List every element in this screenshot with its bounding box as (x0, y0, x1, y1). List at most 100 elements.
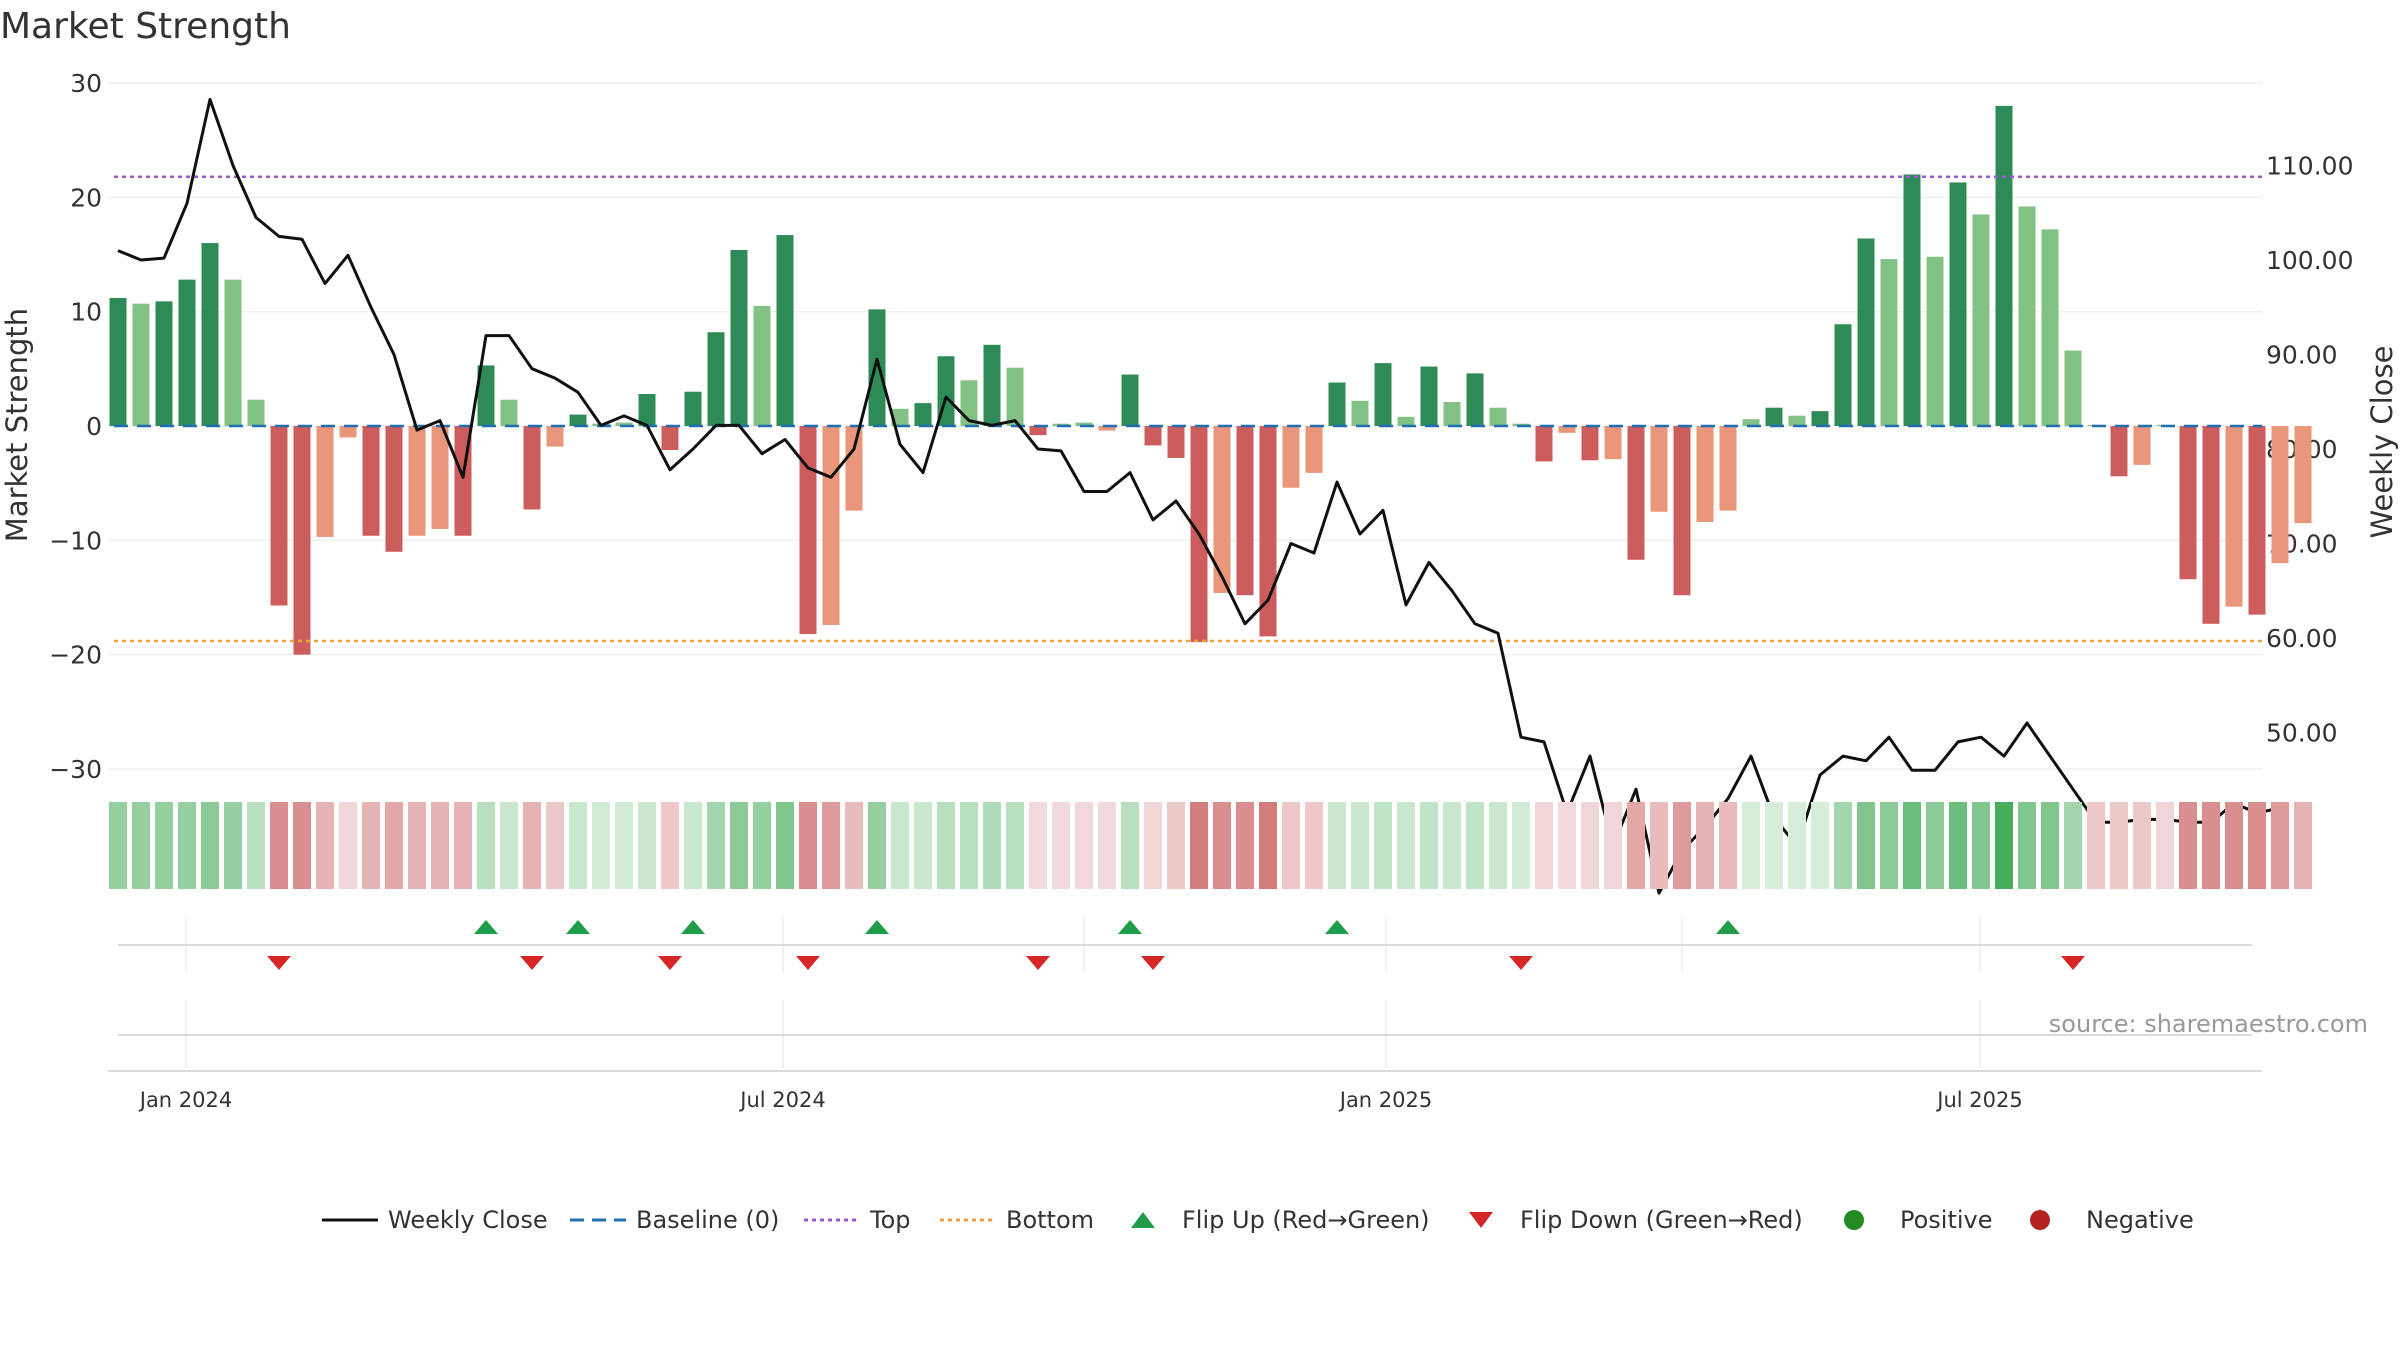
strength-bar (868, 309, 886, 426)
strength-bar (1374, 363, 1392, 426)
flip-up-marker (474, 920, 498, 934)
strength-bar (523, 426, 541, 510)
heat-cell (1696, 802, 1714, 889)
heat-cell (1328, 802, 1346, 889)
heat-cell (2156, 802, 2174, 889)
legend-negative: Negative (2028, 1200, 2194, 1240)
strength-bar (1834, 324, 1852, 426)
strength-bar (316, 426, 334, 537)
strength-bar (569, 414, 587, 426)
heat-cell (155, 802, 173, 889)
y-tick-label: −10 (49, 526, 102, 555)
heat-cell (983, 802, 1001, 889)
strength-bar (224, 279, 242, 426)
strength-bar (1075, 422, 1093, 426)
strength-bar (1880, 259, 1898, 426)
source-label: source: sharemaestro.com (2048, 1010, 2368, 1038)
heat-cell (454, 802, 472, 889)
y-tick-label: 10 (70, 298, 102, 327)
strength-bar (1213, 426, 1231, 593)
strength-bar (247, 399, 265, 426)
legend-label: Bottom (1006, 1206, 1095, 1234)
heat-cell (270, 802, 288, 889)
heat-cell (1972, 802, 1990, 889)
legend-top: Top (804, 1200, 911, 1240)
heat-cell (1765, 802, 1783, 889)
heat-cell (1742, 802, 1760, 889)
heat-cell (132, 802, 150, 889)
heat-cell (546, 802, 564, 889)
strength-bar (2225, 426, 2243, 607)
strength-bar (1328, 382, 1346, 426)
strength-bar (1604, 426, 1622, 460)
flip-up-marker (681, 920, 705, 934)
heat-cell (868, 802, 886, 889)
heat-cell (1673, 802, 1691, 889)
strength-bar (2271, 426, 2289, 564)
strength-bar (1121, 374, 1139, 426)
legend-label: Flip Down (Green→Red) (1520, 1206, 1803, 1234)
strength-bar (776, 235, 794, 426)
heat-cell (1880, 802, 1898, 889)
strength-bar (707, 332, 725, 426)
x-tick-label: Jul 2025 (1935, 1088, 2022, 1112)
heat-cell (1052, 802, 1070, 889)
y2-tick-label: 100.00 (2266, 246, 2353, 275)
flip-up-marker (1716, 920, 1740, 934)
heat-cell (2064, 802, 2082, 889)
heat-cell (914, 802, 932, 889)
heat-cell (1995, 802, 2013, 889)
heat-cell (1213, 802, 1231, 889)
legend-bottom: Bottom (940, 1200, 1094, 1240)
y-tick-label: 20 (70, 183, 102, 212)
heat-cell (1535, 802, 1553, 889)
strength-bar (1259, 426, 1277, 637)
heat-cell (615, 802, 633, 889)
heat-cell (684, 802, 702, 889)
legend-flip-up: Flip Up (Red→Green) (1128, 1200, 1430, 1240)
heat-cell (1420, 802, 1438, 889)
heat-cell (638, 802, 656, 889)
flip-down-marker (2061, 956, 2085, 970)
strength-bar (1903, 174, 1921, 426)
strength-bar (1236, 426, 1254, 596)
strength-bar (2110, 426, 2128, 477)
strength-bar (1144, 426, 1162, 446)
heat-cell (937, 802, 955, 889)
legend-label: Weekly Close (388, 1206, 548, 1234)
flip-up-marker (865, 920, 889, 934)
legend-baseline: Baseline (0) (570, 1200, 779, 1240)
strength-bar (1098, 426, 1116, 431)
heat-cell (776, 802, 794, 889)
strength-bar (1397, 416, 1415, 426)
heat-cell (1121, 802, 1139, 889)
heat-cell (799, 802, 817, 889)
heat-cell (1926, 802, 1944, 889)
chart-title: Market Strength (0, 6, 291, 47)
strength-bar (2041, 229, 2059, 426)
strength-bar (155, 301, 173, 426)
y2-tick-label: 60.00 (2266, 624, 2338, 653)
strength-bar (109, 297, 127, 426)
legend-positive: Positive (1842, 1200, 1993, 1240)
heat-cell (293, 802, 311, 889)
strength-bar (2179, 426, 2197, 580)
heat-cell (1857, 802, 1875, 889)
strength-bar (1811, 411, 1829, 426)
y2-tick-label: 90.00 (2266, 341, 2338, 370)
strength-bar (1949, 182, 1967, 426)
strength-bar (1581, 426, 1599, 461)
strength-bar (822, 426, 840, 625)
strength-bar (1006, 367, 1024, 426)
strength-bar (2294, 426, 2312, 524)
legend-label: Top (870, 1206, 911, 1234)
heat-cell (224, 802, 242, 889)
strength-bar (1535, 426, 1553, 462)
heat-cell (1351, 802, 1369, 889)
strength-bar (2064, 350, 2082, 426)
strength-bar (2018, 206, 2036, 426)
y-tick-label: −30 (49, 755, 102, 784)
heat-cell (1259, 802, 1277, 889)
y-tick-label: −20 (49, 641, 102, 670)
heat-cell (1282, 802, 1300, 889)
